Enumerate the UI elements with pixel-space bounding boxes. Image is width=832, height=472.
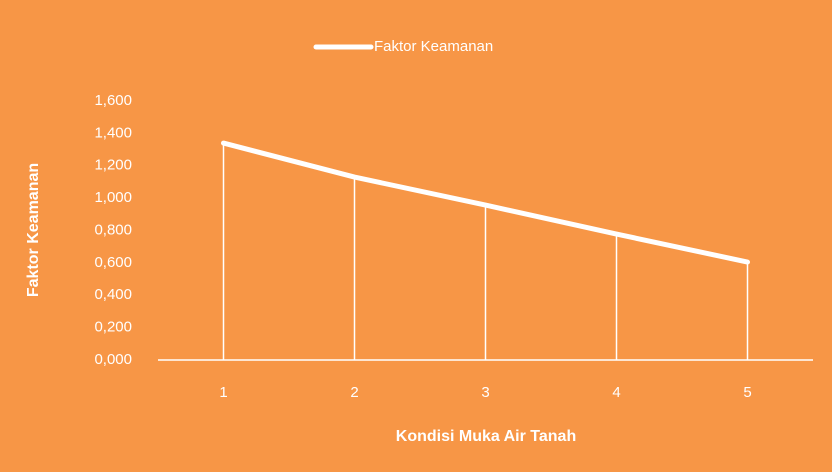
y-tick-label: 1,000 bbox=[94, 189, 132, 206]
x-tick-label: 3 bbox=[481, 384, 489, 401]
y-tick-label: 1,400 bbox=[94, 124, 132, 141]
x-tick-label: 1 bbox=[219, 384, 227, 401]
x-axis-title: Kondisi Muka Air Tanah bbox=[396, 428, 576, 445]
y-tick-label: 0,000 bbox=[94, 351, 132, 368]
x-tick-label: 2 bbox=[350, 384, 358, 401]
y-tick-label: 0,200 bbox=[94, 319, 132, 336]
y-tick-label: 1,600 bbox=[94, 92, 132, 109]
y-tick-label: 1,200 bbox=[94, 157, 132, 174]
y-axis-title: Faktor Keamanan bbox=[25, 163, 42, 297]
y-tick-label: 0,400 bbox=[94, 286, 132, 303]
x-tick-label: 4 bbox=[612, 384, 620, 401]
legend-label: Faktor Keamanan bbox=[374, 38, 493, 55]
y-tick-label: 0,800 bbox=[94, 221, 132, 238]
y-tick-label: 0,600 bbox=[94, 254, 132, 271]
x-tick-label: 5 bbox=[743, 384, 751, 401]
series-line bbox=[221, 140, 750, 265]
